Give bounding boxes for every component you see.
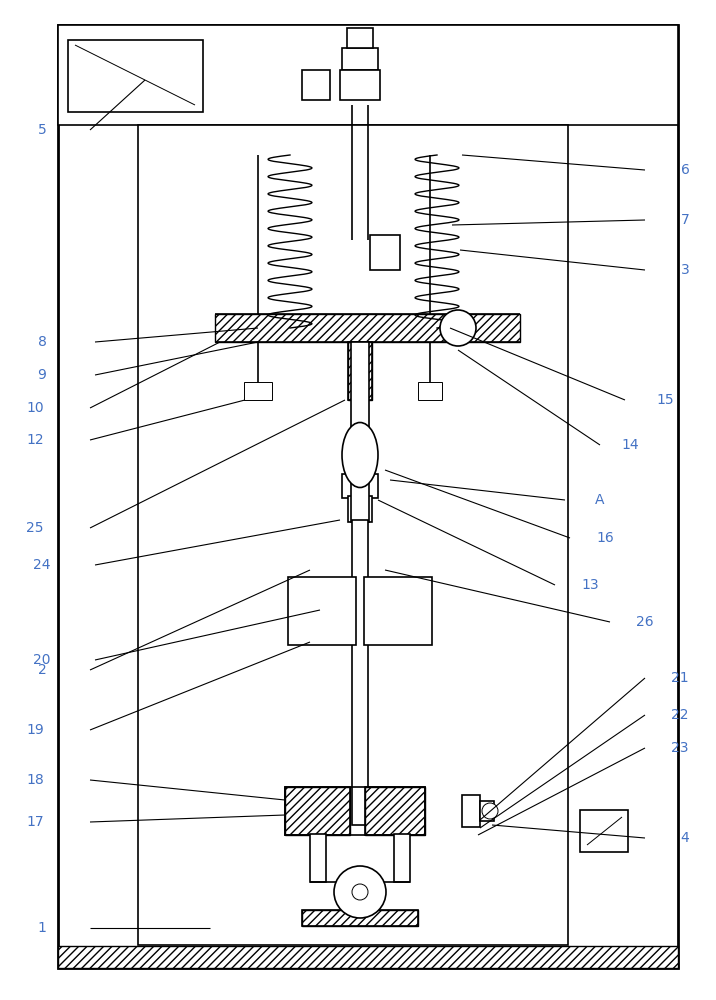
Bar <box>340 70 380 100</box>
Text: 26: 26 <box>637 615 654 629</box>
Circle shape <box>440 310 476 346</box>
Text: 6: 6 <box>681 163 690 177</box>
Bar <box>480 801 494 821</box>
Bar <box>342 474 378 498</box>
Text: 4: 4 <box>681 831 690 845</box>
Bar <box>462 795 480 827</box>
Bar <box>215 314 520 342</box>
Circle shape <box>334 866 386 918</box>
Bar <box>580 810 628 852</box>
Text: 3: 3 <box>681 263 690 277</box>
Text: 20: 20 <box>33 653 51 667</box>
Circle shape <box>352 884 368 900</box>
Bar <box>58 25 678 125</box>
Bar <box>370 235 400 270</box>
Text: 24: 24 <box>33 558 51 572</box>
Text: 16: 16 <box>596 531 614 545</box>
Bar <box>362 342 372 400</box>
Text: A: A <box>595 493 605 507</box>
Bar <box>310 834 326 882</box>
Bar <box>365 787 425 835</box>
Bar <box>352 520 368 825</box>
Bar <box>365 787 425 835</box>
Bar <box>302 910 418 926</box>
Text: 21: 21 <box>671 671 689 685</box>
Bar <box>342 48 378 70</box>
Bar <box>348 496 372 522</box>
Bar <box>285 787 350 835</box>
Text: 5: 5 <box>38 123 47 137</box>
Text: 25: 25 <box>26 521 44 535</box>
Ellipse shape <box>342 422 378 488</box>
Text: 2: 2 <box>38 663 47 677</box>
Bar <box>364 577 432 645</box>
Bar <box>302 910 418 926</box>
Text: 13: 13 <box>581 578 599 592</box>
Bar <box>348 342 358 400</box>
Text: 10: 10 <box>26 401 44 415</box>
Text: 15: 15 <box>656 393 674 407</box>
Bar <box>288 577 356 645</box>
Circle shape <box>482 803 498 819</box>
Text: 18: 18 <box>26 773 44 787</box>
Bar <box>58 946 678 968</box>
Text: 8: 8 <box>37 335 47 349</box>
Bar <box>394 834 410 882</box>
Bar <box>285 787 350 835</box>
Text: 23: 23 <box>672 741 689 755</box>
Text: 7: 7 <box>681 213 690 227</box>
Text: 22: 22 <box>672 708 689 722</box>
Bar <box>347 28 373 48</box>
Text: 1: 1 <box>37 921 47 935</box>
Text: 19: 19 <box>26 723 44 737</box>
Bar <box>351 342 369 522</box>
Text: 12: 12 <box>26 433 44 447</box>
Bar <box>302 70 330 100</box>
Bar <box>348 342 372 400</box>
Text: 17: 17 <box>26 815 44 829</box>
Bar <box>58 25 678 968</box>
Bar <box>285 787 425 835</box>
Bar <box>418 382 442 400</box>
Text: 9: 9 <box>37 368 47 382</box>
Bar <box>138 125 568 945</box>
Bar <box>244 382 272 400</box>
Text: 14: 14 <box>621 438 639 452</box>
Bar <box>68 40 203 112</box>
